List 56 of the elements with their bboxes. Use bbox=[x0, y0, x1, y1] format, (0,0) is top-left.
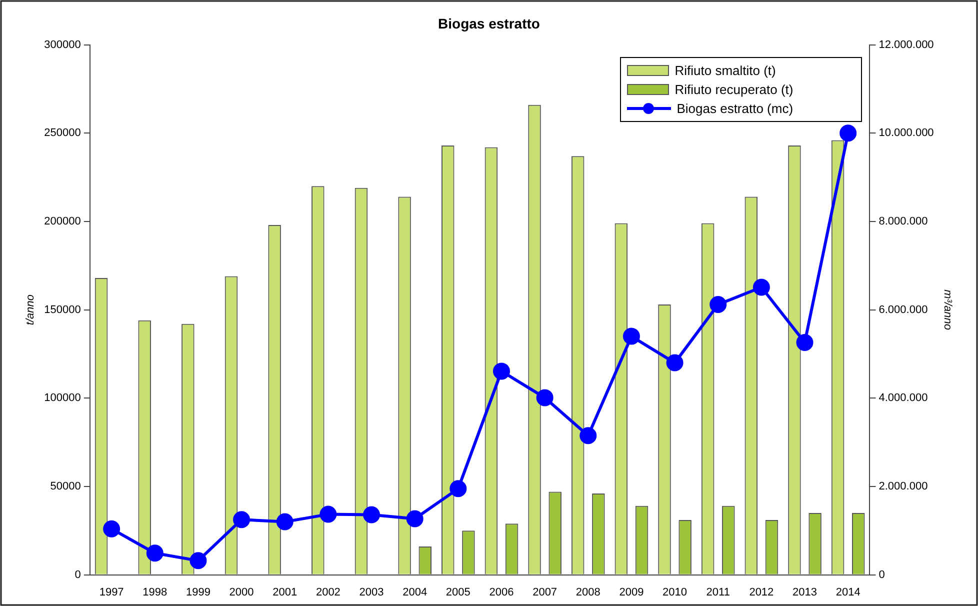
point bbox=[796, 334, 814, 351]
x-tick-label: 2007 bbox=[532, 586, 558, 598]
x-tick-label: 1999 bbox=[186, 586, 210, 598]
point bbox=[363, 506, 380, 524]
x-tick-label: 2005 bbox=[446, 586, 470, 598]
x-tick-label: 2001 bbox=[272, 586, 298, 598]
x-tick-label: 2003 bbox=[359, 586, 384, 598]
x-tick-label: 2002 bbox=[316, 586, 340, 598]
point bbox=[492, 362, 510, 380]
point bbox=[840, 124, 857, 142]
y2-tick-label: 0 bbox=[878, 568, 885, 581]
y2-tick-label: 4.000.000 bbox=[878, 392, 928, 404]
x-tick-label: 2004 bbox=[402, 586, 428, 598]
x-tick-label: 2000 bbox=[229, 586, 254, 598]
y-tick-label: 150000 bbox=[44, 304, 81, 316]
x-tick-label: 2014 bbox=[836, 586, 860, 598]
y2-tick-label: 12.000.000 bbox=[878, 38, 934, 51]
x-tick-label: 2009 bbox=[619, 586, 644, 598]
point bbox=[536, 389, 554, 406]
legend-label: Rifiuto recuperato (t) bbox=[674, 82, 794, 97]
point bbox=[406, 510, 424, 528]
point bbox=[752, 278, 770, 296]
point bbox=[276, 513, 294, 530]
y-tick-label: 250000 bbox=[44, 127, 81, 140]
x-tick-label: 2010 bbox=[662, 586, 688, 598]
x-tick-label: 2013 bbox=[792, 586, 817, 598]
chart-title: Biogas estratto bbox=[438, 15, 540, 32]
x-tick-label: 2006 bbox=[489, 586, 514, 598]
point bbox=[320, 506, 337, 523]
y-axis-title: t/anno bbox=[24, 294, 37, 326]
legend-label: Biogas estratto (mc) bbox=[676, 100, 794, 116]
y2-tick-label: 6.000.000 bbox=[878, 304, 928, 316]
point bbox=[103, 520, 120, 538]
x-tick-label: 2012 bbox=[749, 586, 774, 598]
y2-axis-title: m³/anno bbox=[941, 290, 954, 330]
x-tick-label: 2008 bbox=[576, 586, 600, 598]
y2-tick-label: 10.000.000 bbox=[878, 127, 934, 140]
y-tick-label: 300000 bbox=[44, 38, 81, 51]
point bbox=[710, 296, 727, 313]
point bbox=[666, 354, 684, 372]
y-tick-label: 100000 bbox=[44, 392, 81, 404]
point bbox=[622, 328, 640, 345]
x-tick-label: 1998 bbox=[142, 586, 168, 598]
legend-label: Rifiuto smaltito (t) bbox=[674, 62, 776, 78]
y2-tick-label: 8.000.000 bbox=[878, 216, 928, 228]
y-tick-label: 50000 bbox=[50, 480, 81, 492]
point bbox=[233, 511, 250, 528]
point bbox=[450, 480, 467, 498]
point bbox=[146, 544, 164, 562]
y2-tick-label: 2.000.000 bbox=[878, 480, 928, 492]
point bbox=[580, 427, 597, 444]
y-tick-label: 200000 bbox=[44, 216, 81, 228]
point bbox=[190, 552, 207, 570]
x-tick-label: 2011 bbox=[706, 586, 730, 598]
x-tick-label: 1997 bbox=[99, 586, 124, 598]
y-tick-label: 0 bbox=[74, 568, 81, 581]
